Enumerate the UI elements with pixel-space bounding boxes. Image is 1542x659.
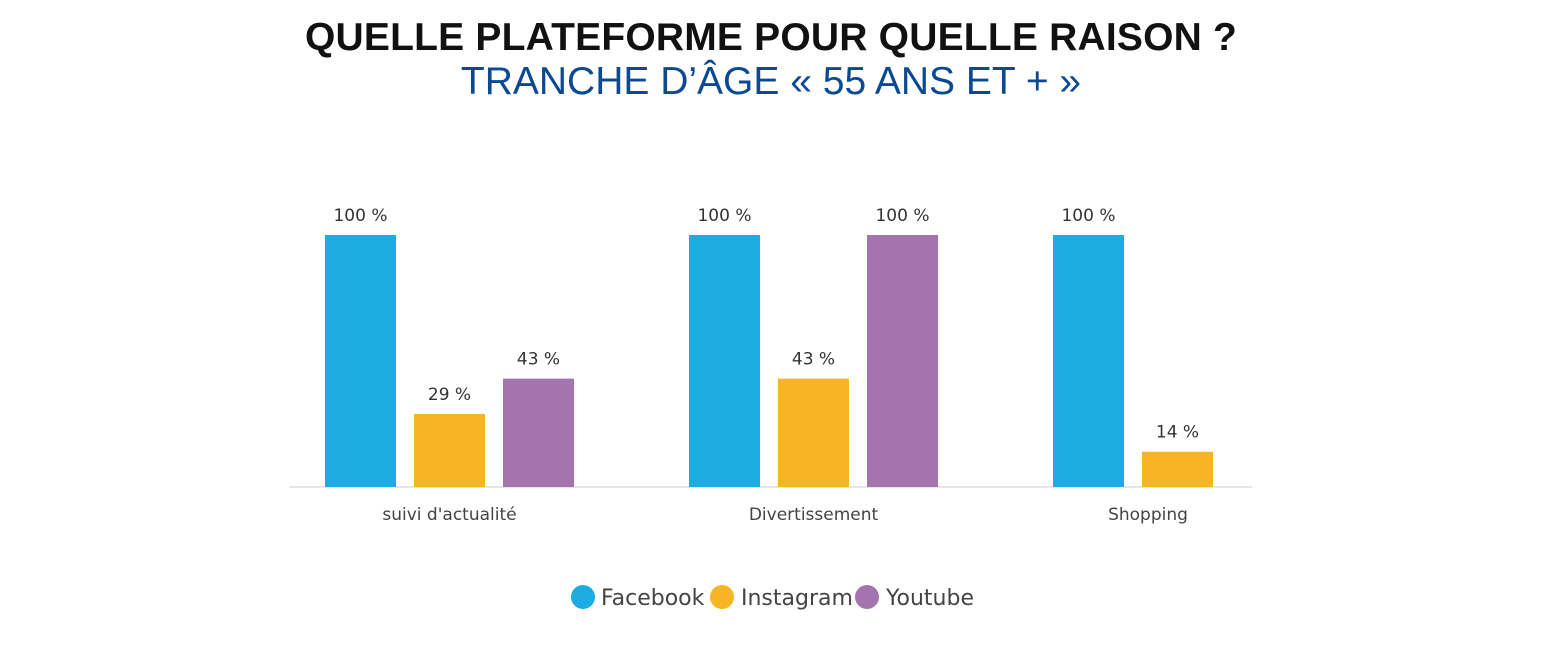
- bar-facebook-shopping: [1053, 235, 1124, 487]
- legend: Facebook Instagram Youtube: [571, 585, 974, 611]
- legend-swatch-instagram: [710, 585, 734, 609]
- category-label-shopping: Shopping: [1108, 505, 1188, 525]
- bar-youtube-suivi-d-actualite: [503, 378, 574, 487]
- bar-youtube-divertissement: [867, 235, 938, 487]
- legend-swatch-youtube: [855, 585, 879, 609]
- bars-group: 100 % 29 % 43 % 100 % 43 % 100 % 100 % 14 %: [325, 206, 1213, 487]
- legend-label-youtube: Youtube: [885, 586, 974, 611]
- chart-title: QUELLE PLATEFORME POUR QUELLE RAISON ?: [304, 16, 1238, 59]
- data-label-facebook-divertissement: 100 %: [697, 206, 751, 226]
- bar-instagram-shopping: [1142, 451, 1213, 487]
- category-label-suivi-d-actualite: suivi d'actualité: [382, 505, 516, 525]
- data-label-facebook-shopping: 100 %: [1061, 206, 1115, 226]
- category-label-divertissement: Divertissement: [749, 505, 879, 525]
- legend-label-facebook: Facebook: [601, 586, 705, 611]
- data-label-youtube-suivi-d-actualite: 43 %: [517, 350, 560, 370]
- legend-swatch-facebook: [571, 585, 595, 609]
- data-label-instagram-divertissement: 43 %: [792, 350, 835, 370]
- chart-subtitle: TRANCHE D’ÂGE « 55 ANS ET + »: [460, 60, 1082, 103]
- data-label-instagram-suivi-d-actualite: 29 %: [428, 385, 471, 405]
- bar-instagram-suivi-d-actualite: [414, 413, 485, 487]
- bar-facebook-divertissement: [689, 235, 760, 487]
- data-label-instagram-shopping: 14 %: [1156, 423, 1199, 443]
- bar-facebook-suivi-d-actualite: [325, 235, 396, 487]
- bar-instagram-divertissement: [778, 378, 849, 487]
- data-label-facebook-suivi-d-actualite: 100 %: [333, 206, 387, 226]
- legend-label-instagram: Instagram: [741, 586, 853, 611]
- category-labels: suivi d'actualité Divertissement Shopping: [382, 505, 1188, 525]
- data-label-youtube-divertissement: 100 %: [875, 206, 929, 226]
